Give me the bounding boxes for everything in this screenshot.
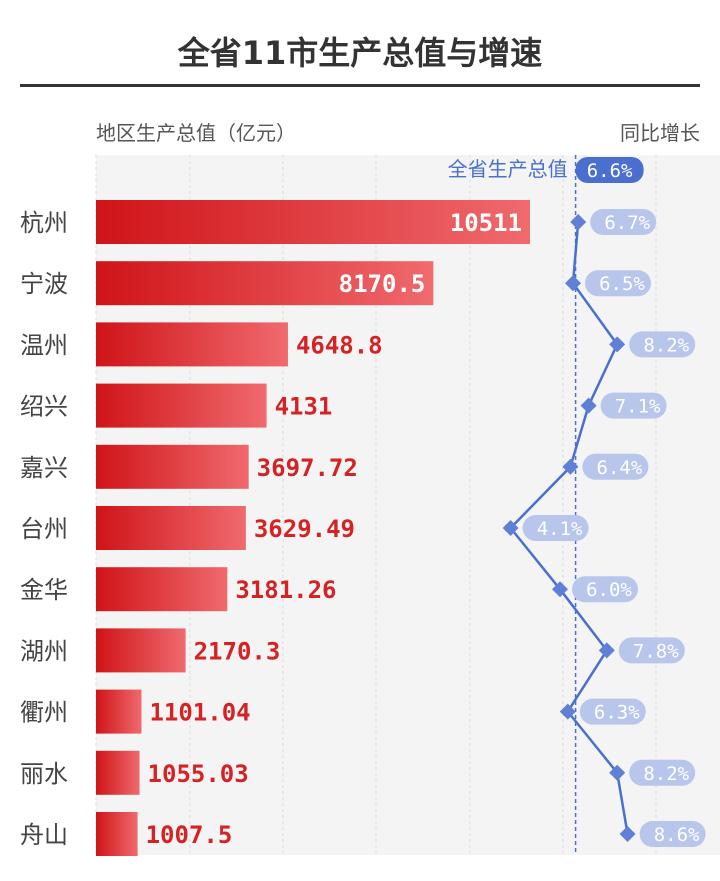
growth-label: 6.3%: [594, 702, 640, 724]
bar: [96, 322, 288, 367]
category-label: 舟山: [20, 821, 68, 849]
reference-layer: 全省生产总值 6.6%: [448, 155, 644, 855]
value-labels: 10511 8170.5 4648.8 4131 3697.72 3629.49 3181.…: [146, 209, 522, 849]
title-rule: [20, 84, 700, 87]
value-label: 1055.03: [148, 760, 249, 788]
bar: [96, 444, 249, 489]
bar: [96, 261, 434, 306]
category-label: 丽水: [20, 760, 68, 788]
value-label: 2170.3: [194, 637, 281, 665]
growth-label: 8.2%: [643, 763, 689, 785]
category-label: 绍兴: [20, 393, 68, 421]
growth-pill: [629, 331, 696, 358]
category-label: 衢州: [20, 699, 68, 727]
bar: [96, 689, 142, 734]
category-label: 嘉兴: [20, 454, 68, 482]
growth-label: 6.4%: [597, 457, 643, 479]
category-label: 杭州: [20, 209, 68, 237]
bar: [96, 383, 267, 428]
growth-marker: [565, 275, 581, 292]
growth-marker: [580, 397, 597, 414]
bar: [96, 628, 186, 673]
value-label: 3181.26: [235, 576, 336, 604]
growth-label: 7.8%: [633, 640, 679, 662]
growth-marker: [562, 458, 579, 475]
growth-pill: [600, 392, 667, 419]
category-label: 宁波: [20, 270, 68, 298]
value-label: 3629.49: [254, 515, 355, 543]
growth-marker: [598, 642, 615, 659]
growth-pill: [579, 698, 646, 725]
category-label: 湖州: [20, 637, 68, 665]
value-label: 4131: [275, 393, 333, 421]
value-label: 1007.5: [146, 821, 233, 849]
growth-pill: [639, 821, 706, 847]
growth-pill: [618, 637, 685, 664]
category-label: 温州: [20, 331, 68, 359]
growth-label: 7.1%: [615, 396, 661, 418]
bar: [96, 567, 228, 612]
growth-pill: [590, 209, 657, 235]
growth-marker: [570, 214, 587, 230]
growth-marker: [609, 336, 626, 353]
growth-label: 6.0%: [586, 579, 632, 601]
bar: [96, 812, 138, 856]
bar: [96, 506, 246, 550]
growth-marker: [619, 826, 636, 842]
growth-marker: [552, 581, 568, 598]
bar: [96, 200, 530, 244]
category-label: 金华: [20, 576, 68, 604]
bars-layer: [96, 200, 530, 856]
reference-label: 全省生产总值: [448, 157, 568, 181]
value-label: 10511: [450, 209, 522, 237]
growth-pill: [522, 515, 589, 541]
growth-marker: [502, 520, 519, 536]
growth-label: 8.2%: [643, 334, 689, 356]
y-axis-title: 地区生产总值（亿元）: [96, 121, 296, 145]
chart-title: 全省11市生产总值与增速: [177, 34, 543, 72]
growth-label: 6.5%: [599, 273, 645, 295]
growth-markers: [502, 214, 636, 842]
bar: [96, 750, 140, 795]
growth-marker: [559, 703, 576, 720]
reference-value-pill: [575, 157, 644, 183]
reference-value: 6.6%: [587, 160, 633, 182]
growth-marker: [609, 764, 626, 781]
growth-pill: [572, 576, 638, 603]
value-label: 4648.8: [296, 331, 383, 359]
growth-pill: [585, 270, 651, 297]
growth-axis-title: 同比增长: [620, 121, 700, 145]
category-label: 台州: [20, 515, 68, 543]
value-label: 3697.72: [257, 454, 358, 482]
growth-label: 6.7%: [604, 212, 650, 234]
growth-label: 8.6%: [654, 824, 700, 846]
growth-label: 4.1%: [537, 518, 583, 540]
growth-pill: [582, 453, 649, 480]
growth-pill: [629, 759, 696, 786]
value-label: 1101.04: [149, 699, 250, 727]
value-label: 8170.5: [339, 270, 426, 298]
growth-labels: 6.7% 6.5% 8.2% 7.1% 6.4% 4.1% 6.0% 7.8% 6.3% 8.2%…: [522, 209, 706, 847]
